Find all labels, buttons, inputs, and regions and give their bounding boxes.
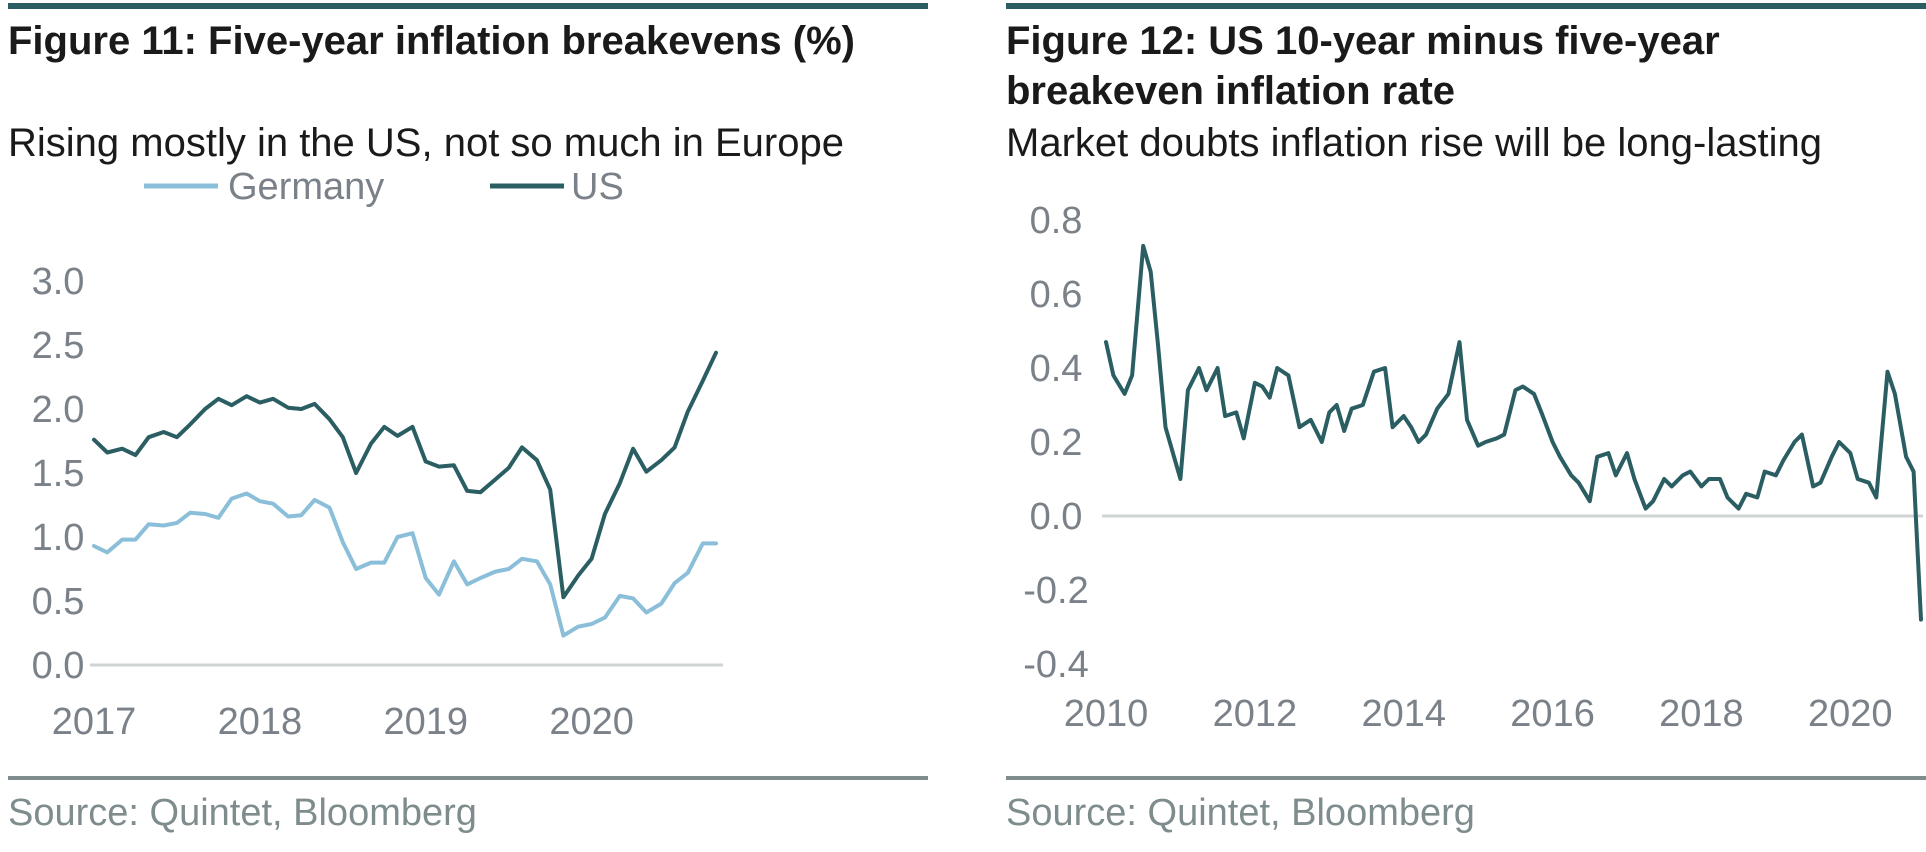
top-rule (8, 3, 928, 9)
y-tick-label: 2.0 (32, 389, 85, 431)
series-line-main (1104, 243, 1923, 622)
series-line-us (92, 350, 718, 600)
y-tick-label: -0.4 (1023, 644, 1088, 686)
chart-figure-12: 0.8 0.6 0.4 0.2 0.0 -0.2 -0.4 2010 2012 2014 2016 2… (1023, 200, 1923, 735)
x-tick-label: 2010 (1064, 693, 1149, 735)
y-tick-label: 0.2 (1030, 422, 1083, 464)
x-tick-label: 2014 (1361, 693, 1446, 735)
chart-title: Figure 12: US 10-year minus five-year br… (1006, 19, 1720, 113)
figure-12-panel: Figure 12: US 10-year minus five-year br… (1006, 0, 1926, 852)
x-tick-label: 2016 (1510, 693, 1595, 735)
top-rule (1006, 3, 1926, 9)
y-tick-label: 1.5 (32, 453, 85, 495)
y-tick-label: 1.0 (32, 517, 85, 559)
chart-title: Figure 11: Five-year inflation breakeven… (8, 19, 855, 63)
legend-label-us: US (571, 166, 624, 208)
x-tick-label: 2017 (52, 701, 137, 743)
y-tick-label: 2.5 (32, 325, 85, 367)
x-tick-label: 2018 (218, 701, 303, 743)
source-note: Source: Quintet, Bloomberg (1006, 792, 1475, 834)
y-tick-label: 3.0 (32, 261, 85, 303)
y-tick-label: 0.4 (1030, 348, 1083, 390)
y-tick-label: 0.0 (1030, 496, 1083, 538)
x-tick-label: 2020 (1808, 693, 1893, 735)
y-tick-label: -0.2 (1023, 570, 1088, 612)
y-tick-label: 0.6 (1030, 274, 1083, 316)
x-tick-label: 2020 (549, 701, 634, 743)
bottom-rule (8, 776, 928, 780)
chart-figure-11: 0.0 0.5 1.0 1.5 2.0 2.5 3.0 2017 2018 2019 2020 Ger… (32, 166, 723, 743)
legend-label-germany: Germany (228, 166, 384, 208)
chart-subtitle: Market doubts inflation rise will be lon… (1006, 121, 1822, 165)
series-line-germany (92, 491, 718, 638)
y-tick-label: 0.0 (32, 645, 85, 687)
source-note: Source: Quintet, Bloomberg (8, 792, 477, 834)
x-tick-label: 2012 (1213, 693, 1298, 735)
x-tick-label: 2018 (1659, 693, 1744, 735)
figure-11-panel: Figure 11: Five-year inflation breakeven… (8, 0, 928, 852)
chart-subtitle: Rising mostly in the US, not so much in … (8, 121, 844, 165)
x-tick-label: 2019 (383, 701, 468, 743)
bottom-rule (1006, 776, 1926, 780)
y-tick-label: 0.8 (1030, 200, 1083, 242)
y-tick-label: 0.5 (32, 581, 85, 623)
